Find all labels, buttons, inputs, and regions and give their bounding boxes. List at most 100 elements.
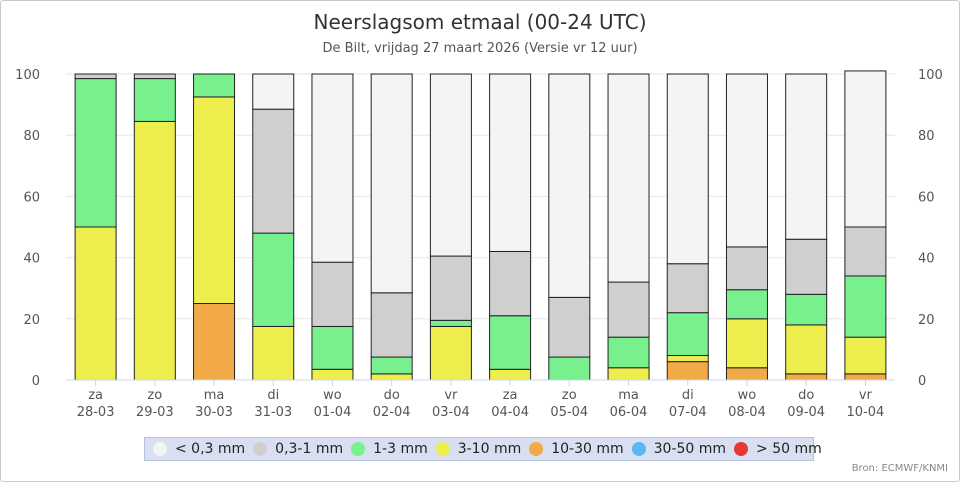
x-tick-label-day: ma (618, 388, 639, 403)
x-tick-label-day: wo (738, 388, 757, 403)
chart-legend: < 0,3 mm 0,3-1 mm 1-3 mm 3-10 mm 10-30 mm 30-… (144, 437, 822, 461)
legend-label: 1-3 mm (373, 441, 428, 457)
bar-segment (252, 108, 295, 234)
bar-segment (548, 356, 591, 381)
x-tick-label-day: za (503, 388, 518, 403)
bar-segment (252, 232, 295, 327)
bar-segment (785, 73, 828, 240)
bar-segment (193, 96, 236, 304)
x-tick-label-date: 01-04 (314, 405, 352, 420)
y-tick-label-right: 80 (918, 129, 935, 144)
x-tick-label-date: 07-04 (669, 405, 707, 420)
bar-segment (844, 226, 887, 277)
y-tick-label-left: 60 (23, 190, 40, 205)
y-tick-label-left: 40 (23, 252, 40, 267)
x-tick-label-date: 31-03 (254, 405, 292, 420)
y-tick-label-right: 60 (918, 190, 935, 205)
bar-segment (666, 361, 709, 381)
bar-segment (311, 73, 354, 263)
bar-segment (74, 226, 117, 381)
bar-segment (666, 312, 709, 357)
y-tick-label-left: 80 (23, 129, 40, 144)
bar-segment (429, 255, 472, 321)
bar-segment (607, 367, 650, 381)
x-tick-label-day: zo (562, 388, 577, 403)
bar-segment (252, 73, 295, 110)
y-tick-label-right: 40 (918, 252, 935, 267)
bar-segment (844, 336, 887, 375)
bar-segment (844, 275, 887, 338)
bar-segment (785, 293, 828, 326)
bar-segment (429, 319, 472, 327)
bar-segment (725, 73, 768, 248)
bar-segment (844, 70, 887, 228)
bar-segment (785, 373, 828, 381)
bar-segment (785, 238, 828, 295)
bar-segment (666, 73, 709, 265)
bar-segment (370, 356, 413, 375)
bar-segment (74, 78, 117, 228)
x-tick-label-date: 09-04 (787, 405, 825, 420)
bar-segment (370, 73, 413, 294)
x-tick-label-date: 28-03 (77, 405, 115, 420)
x-tick-label-day: zo (147, 388, 162, 403)
chart-subtitle: De Bilt, vrijdag 27 maart 2026 (Versie v… (322, 41, 637, 56)
source-credit: Bron: ECMWF/KNMI (851, 463, 948, 474)
legend-swatch-icon (631, 442, 646, 456)
bar-segment (548, 296, 591, 358)
legend-swatch-icon (435, 442, 450, 456)
y-tick-label-left: 0 (32, 374, 40, 389)
bar-segment (844, 373, 887, 381)
legend-swatch-icon (529, 442, 544, 456)
x-tick-label-date: 08-04 (728, 405, 766, 420)
legend-item[interactable]: 0,3-1 mm (253, 441, 343, 457)
bar-segment (133, 78, 176, 122)
x-tick-label-date: 29-03 (136, 405, 174, 420)
x-tick-label-date: 10-04 (847, 405, 885, 420)
chart-title: Neerslagsom etmaal (00-24 UTC) (314, 10, 647, 34)
bar-segment (489, 368, 532, 381)
x-tick-label-date: 04-04 (491, 405, 529, 420)
bar-segment (725, 289, 768, 320)
legend-item[interactable]: 10-30 mm (529, 441, 624, 457)
legend-label: < 0,3 mm (175, 441, 246, 457)
x-tick-label-day: za (88, 388, 103, 403)
bar-segment (666, 355, 709, 363)
x-tick-label-day: wo (323, 388, 342, 403)
x-tick-label-day: do (384, 388, 400, 403)
bar-segment (429, 73, 472, 257)
bar-segment (133, 120, 176, 381)
legend-label: > 50 mm (756, 441, 822, 457)
bar-segment (370, 373, 413, 381)
legend-item[interactable]: 1-3 mm (351, 441, 428, 457)
bar-segment (489, 315, 532, 370)
x-tick-label-day: vr (444, 388, 458, 403)
legend-swatch-icon (734, 442, 749, 456)
bar-segment (489, 73, 532, 252)
x-tick-label-day: di (267, 388, 279, 403)
y-tick-label-left: 100 (15, 68, 40, 83)
legend-label: 3-10 mm (457, 441, 522, 457)
legend-swatch-icon (153, 442, 167, 456)
bar-segment (133, 73, 176, 80)
y-tick-label-right: 100 (918, 68, 943, 83)
x-tick-label-date: 05-04 (550, 405, 588, 420)
bar-segment (666, 263, 709, 314)
bar-segment (311, 325, 354, 370)
bar-segment (311, 261, 354, 327)
x-tick-label-date: 03-04 (432, 405, 470, 420)
legend-item[interactable]: 30-50 mm (631, 441, 726, 457)
bar-segment (725, 318, 768, 369)
bar-segment (489, 250, 532, 317)
x-tick-label-day: ma (204, 388, 225, 403)
legend-item[interactable]: 3-10 mm (435, 441, 522, 457)
legend-item[interactable]: < 0,3 mm (153, 441, 245, 457)
legend-swatch-icon (253, 442, 268, 456)
bar-segment (548, 73, 591, 298)
bar-segment (607, 336, 650, 369)
legend-item[interactable]: > 50 mm (734, 441, 822, 457)
bar-segment (193, 303, 236, 381)
y-tick-label-right: 20 (918, 313, 935, 328)
x-tick-label-day: di (682, 388, 694, 403)
